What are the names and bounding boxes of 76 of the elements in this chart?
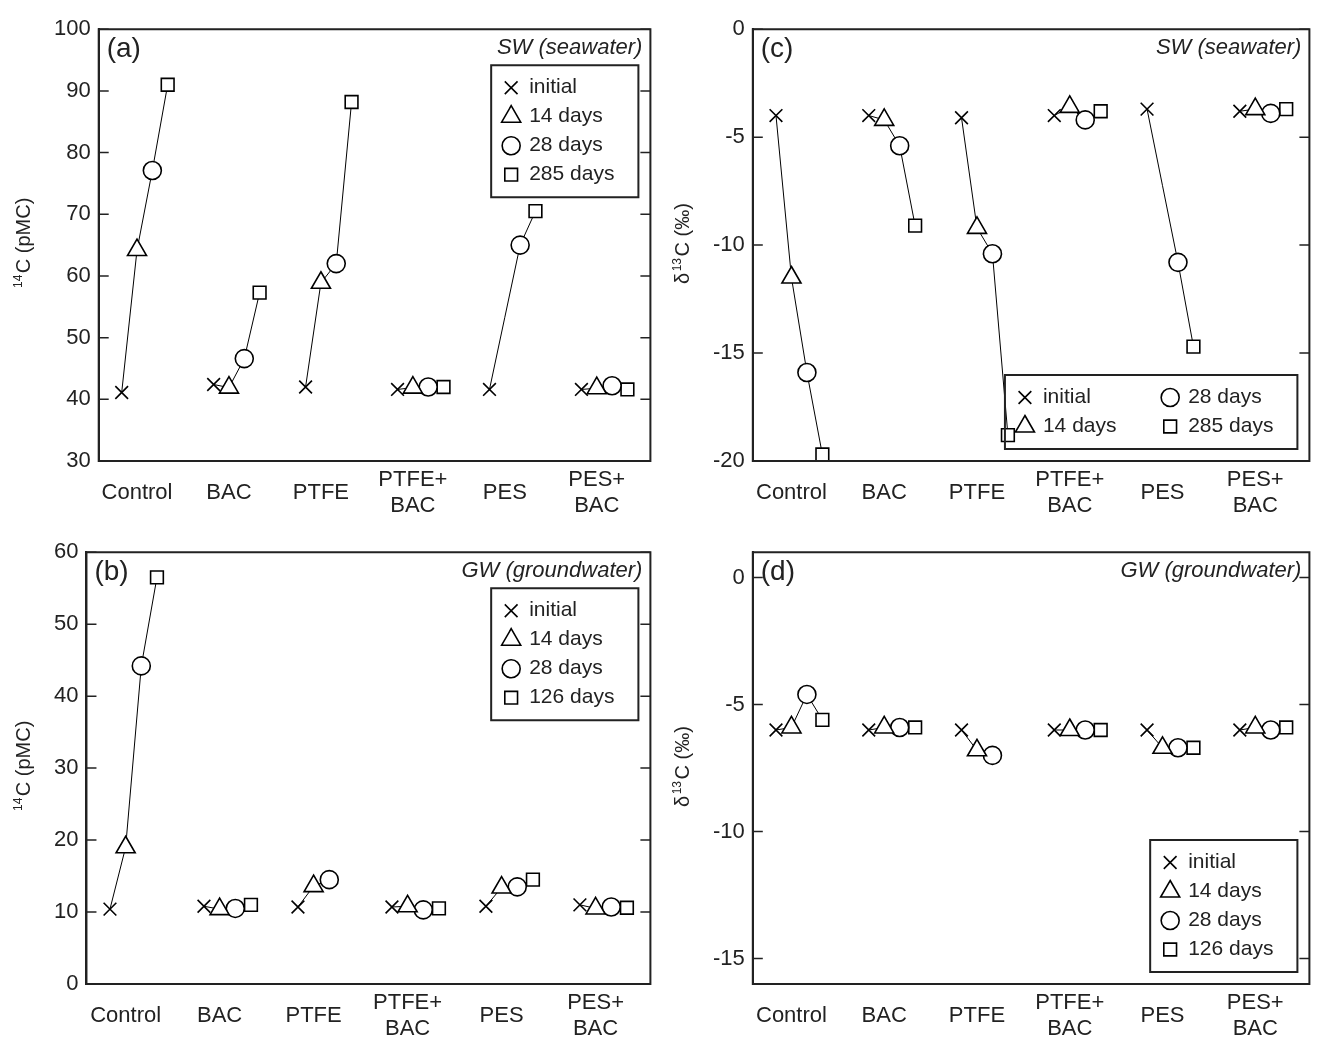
x-tick-label: Control — [90, 1002, 162, 1028]
x-tick-label: PES — [1140, 479, 1185, 505]
y-tick-label: 90 — [66, 76, 91, 102]
y-tick-label: -20 — [713, 447, 745, 473]
x-tick-label: PTFE+ BAC — [378, 466, 448, 518]
x-tick-label: PES+ BAC — [568, 466, 626, 518]
y-tick-label: 0 — [732, 563, 745, 589]
x-tick-label: PES+ BAC — [1226, 989, 1284, 1041]
legend-label: 28 days — [1188, 384, 1262, 408]
legend-label: 126 days — [529, 684, 615, 708]
x-tick-label: BAC — [861, 1002, 907, 1028]
y-tick-label: -5 — [725, 123, 745, 149]
x-tick-label: PES+ BAC — [567, 989, 625, 1041]
x-tick-label: PTFE+ BAC — [1035, 989, 1105, 1041]
y-axis-title: δ13C (‰) — [670, 726, 693, 807]
y-tick-label: 50 — [66, 323, 91, 349]
y-tick-label: 40 — [53, 682, 79, 708]
x-tick-label: PES — [482, 479, 527, 505]
y-tick-label: 10 — [53, 898, 79, 924]
y-tick-label: -10 — [713, 231, 745, 257]
y-tick-label: -15 — [713, 944, 745, 970]
legend-label: initial — [529, 597, 578, 621]
chart-title: (c) — [760, 31, 794, 63]
legend-label: 28 days — [529, 655, 603, 679]
y-tick-label: -10 — [713, 817, 745, 843]
y-axis-title: 14C (pMC) — [11, 720, 34, 812]
legend-label: 14 days — [529, 626, 603, 650]
x-tick-label: Control — [755, 1002, 827, 1028]
y-axis-title: 14C (pMC) — [11, 197, 34, 289]
x-tick-label: PTFE — [285, 1002, 342, 1028]
y-tick-label: 50 — [53, 610, 79, 636]
legend-label: 285 days — [529, 161, 615, 185]
x-tick-label: BAC — [861, 479, 907, 505]
legend-label: 14 days — [1188, 878, 1262, 902]
y-tick-label: 0 — [66, 970, 79, 996]
legend-label: 14 days — [1042, 413, 1117, 437]
legend-label: initial — [529, 74, 578, 98]
y-axis-title: δ13C (‰) — [670, 203, 693, 284]
y-tick-label: 60 — [53, 538, 79, 564]
y-tick-label: -5 — [725, 690, 745, 716]
chart-title: (a) — [106, 31, 141, 63]
legend-label: 126 days — [1188, 936, 1274, 960]
y-tick-label: 80 — [66, 138, 91, 164]
x-tick-label: PTFE+ BAC — [1035, 466, 1105, 518]
y-tick-label: 0 — [732, 15, 745, 41]
y-tick-label: -15 — [713, 339, 745, 365]
legend-label: initial — [1188, 849, 1237, 873]
y-tick-label: 30 — [66, 447, 91, 473]
x-tick-label: PTFE — [948, 479, 1006, 505]
x-tick-label: Control — [101, 479, 173, 505]
chart-subtitle: SW (seawater) — [496, 34, 643, 60]
legend-label: 28 days — [1188, 907, 1262, 931]
legend-label: 14 days — [529, 103, 603, 127]
x-tick-label: PES — [1140, 1002, 1185, 1028]
y-tick-label: 100 — [53, 15, 91, 41]
y-tick-label: 40 — [66, 385, 91, 411]
x-tick-label: PTFE — [948, 1002, 1006, 1028]
y-tick-label: 60 — [66, 262, 91, 288]
x-tick-label: PTFE+ BAC — [373, 989, 443, 1041]
x-tick-label: PES+ BAC — [1226, 466, 1284, 518]
y-tick-label: 70 — [66, 200, 91, 226]
y-tick-label: 30 — [53, 754, 79, 780]
x-tick-label: Control — [755, 479, 827, 505]
x-tick-label: BAC — [206, 479, 252, 505]
legend-label: 285 days — [1188, 413, 1274, 437]
chart-title: (b) — [94, 554, 129, 586]
legend-label: 28 days — [529, 132, 603, 156]
x-tick-label: PES — [479, 1002, 524, 1028]
chart-title: (d) — [760, 554, 796, 586]
y-tick-label: 20 — [53, 826, 79, 852]
x-tick-label: PTFE — [292, 479, 350, 505]
legend-label: initial — [1042, 384, 1091, 408]
x-tick-label: BAC — [197, 1002, 243, 1028]
chart-subtitle: GW (groundwater) — [461, 557, 643, 583]
chart-subtitle: GW (groundwater) — [1120, 557, 1302, 583]
chart-subtitle: SW (seawater) — [1155, 34, 1302, 60]
